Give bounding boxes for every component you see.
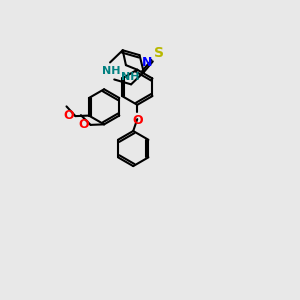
Text: O: O	[63, 109, 74, 122]
Text: NH: NH	[102, 66, 121, 76]
Text: O: O	[78, 118, 89, 131]
Text: O: O	[132, 114, 143, 127]
Text: S: S	[154, 46, 164, 60]
Text: NH: NH	[121, 72, 139, 82]
Text: N: N	[142, 56, 153, 69]
